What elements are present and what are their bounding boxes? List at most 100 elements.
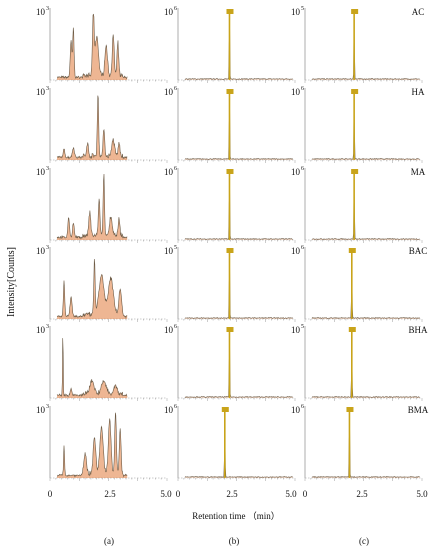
y-exponent-power: 6 — [174, 6, 177, 12]
y-exponent-label: 10 — [164, 405, 174, 415]
y-exponent-label: 10 — [291, 246, 301, 256]
y-exponent-power: 5 — [174, 245, 177, 251]
peak-label-tag — [226, 169, 234, 174]
peak-label-tag — [351, 169, 359, 174]
trace-line — [184, 188, 293, 240]
column-label-a: (a) — [104, 536, 114, 546]
trace-fill — [312, 101, 420, 160]
peak-label-tag — [346, 407, 354, 412]
trace-line — [312, 181, 420, 240]
y-exponent-power: 5 — [301, 324, 304, 330]
trace-fill — [57, 412, 128, 478]
y-exponent-power: 6 — [174, 324, 177, 330]
y-exponent-power: 3 — [46, 86, 49, 92]
x-tick-c-2: 5.0 — [416, 489, 428, 499]
y-exponent-label: 10 — [291, 7, 301, 17]
y-exponent-label: 10 — [291, 167, 301, 177]
y-exponent-label: 10 — [164, 325, 174, 335]
chromatogram-panel-ma-b: 10 6 — [164, 166, 296, 243]
chromatogram-panel-ma-a: 10 3 — [36, 166, 168, 243]
peak-label-tag — [226, 248, 234, 253]
trace-line — [184, 267, 293, 319]
trace-line — [184, 346, 293, 398]
y-exponent-label: 10 — [164, 246, 174, 256]
y-exponent-power: 3 — [46, 245, 49, 251]
x-tick-a-0: 0 — [48, 489, 53, 499]
trace-fill — [312, 333, 420, 398]
trace-fill — [312, 21, 420, 80]
column-label-b: (b) — [229, 536, 240, 546]
y-exponent-label: 10 — [164, 7, 174, 17]
x-tick-b-1: 2.5 — [226, 489, 238, 499]
trace-fill — [185, 188, 293, 240]
chromatogram-panel-bha-b: 10 6 — [164, 324, 296, 401]
chromatogram-panel-bha-c: 10 5 — [291, 324, 423, 401]
chromatogram-panel-bma-c: 10 6 — [291, 404, 423, 481]
row-label-bac: BAC — [409, 246, 428, 256]
x-tick-a-1: 2.5 — [104, 489, 116, 499]
trace-fill — [57, 95, 128, 160]
y-exponent-power: 6 — [301, 166, 304, 172]
chromatogram-panel-bac-c: 10 6 — [291, 245, 423, 322]
peak-label-tag — [221, 407, 229, 412]
trace-fill — [57, 259, 128, 319]
trace-line — [311, 253, 420, 319]
y-exponent-label: 10 — [36, 87, 46, 97]
y-exponent-power: 6 — [301, 86, 304, 92]
row-label-bha: BHA — [408, 325, 428, 335]
trace-line — [311, 100, 420, 160]
trace-fill — [185, 267, 293, 319]
x-tick-b-2: 5.0 — [285, 489, 297, 499]
x-tick-c-1: 2.5 — [356, 489, 368, 499]
trace-line — [311, 332, 420, 398]
y-exponent-power: 5 — [301, 6, 304, 12]
y-exponent-label: 10 — [36, 167, 46, 177]
trace-fill — [57, 338, 128, 398]
y-exponent-label: 10 — [291, 405, 301, 415]
chromatogram-panel-bma-a: 10 3 — [36, 404, 168, 481]
trace-line — [56, 13, 128, 80]
peak-label-tag — [226, 327, 234, 332]
row-label-ac: AC — [412, 7, 425, 17]
peak-label-tag — [348, 327, 356, 332]
chromatogram-panel-ac-c: 10 5 — [291, 6, 423, 83]
y-exponent-power: 6 — [301, 404, 304, 410]
trace-fill — [185, 108, 293, 160]
trace-line — [311, 429, 420, 478]
trace-fill — [312, 181, 420, 240]
chromatogram-panel-ac-b: 10 6 — [164, 6, 296, 83]
y-exponent-power: 3 — [46, 324, 49, 330]
trace-fill — [185, 346, 293, 398]
y-exponent-label: 10 — [291, 87, 301, 97]
chromatogram-panel-ac-a: 10 3 — [36, 6, 168, 83]
y-exponent-label: 10 — [36, 246, 46, 256]
chromatogram-panel-ma-c: 10 6 — [291, 166, 423, 243]
chromatogram-panel-bac-b: 10 5 — [164, 245, 296, 322]
x-tick-b-0: 0 — [176, 489, 181, 499]
y-exponent-label: 10 — [36, 325, 46, 335]
x-tick-c-0: 0 — [303, 489, 308, 499]
y-exponent-label: 10 — [291, 325, 301, 335]
trace-line — [56, 258, 128, 319]
trace-line — [184, 413, 293, 478]
y-exponent-power: 3 — [46, 6, 49, 12]
y-exponent-power: 6 — [174, 166, 177, 172]
y-exponent-power: 6 — [174, 404, 177, 410]
peak-label-tag — [351, 89, 359, 94]
chromatogram-panel-bac-a: 10 3 — [36, 245, 168, 322]
row-label-bma: BMA — [408, 405, 429, 415]
chromatogram-panel-ha-b: 10 6 — [164, 86, 296, 163]
y-exponent-label: 10 — [164, 87, 174, 97]
trace-fill — [57, 14, 128, 80]
row-label-ma: MA — [411, 167, 426, 177]
peak-label-tag — [348, 248, 356, 253]
trace-line — [56, 95, 128, 160]
trace-line — [185, 28, 293, 80]
y-exponent-power: 3 — [46, 166, 49, 172]
trace-fill — [185, 28, 293, 80]
y-exponent-power: 6 — [301, 245, 304, 251]
trace-fill — [312, 429, 420, 478]
chromatogram-panel-ha-c: 10 6 — [291, 86, 423, 163]
